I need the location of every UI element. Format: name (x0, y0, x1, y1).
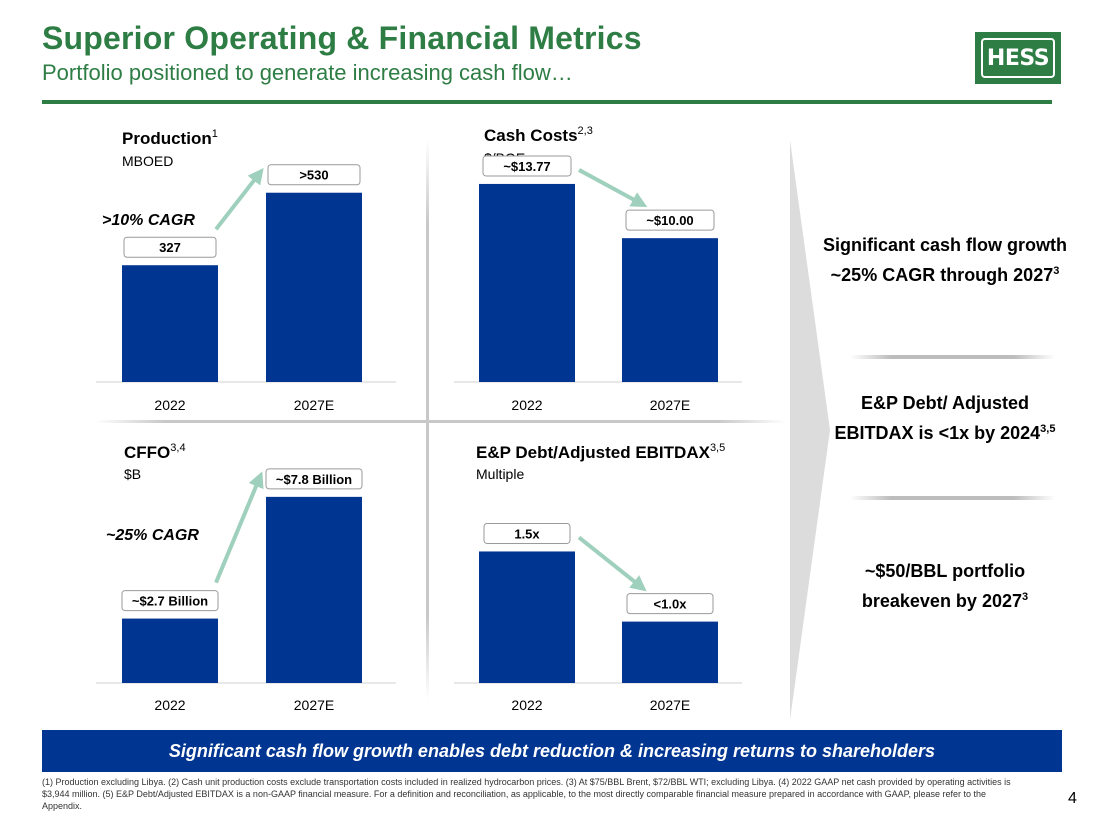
production-bar-2022 (122, 265, 218, 382)
production-value-label-2027E: >530 (299, 168, 328, 183)
debt-category-label-2022: 2022 (511, 697, 542, 713)
right-point-breakeven-text: ~$50/BBL portfolio breakeven by 2027 (861, 561, 1026, 611)
production-category-label-2022: 2022 (154, 397, 185, 413)
cash-costs-category-label-2027E: 2027E (650, 397, 690, 413)
cffo-bar-2027E (266, 496, 362, 683)
debt-chart-unit: Multiple (476, 466, 525, 482)
right-point-cash-flow-footnote: 3 (1053, 265, 1060, 277)
page-title: Superior Operating & Financial Metrics (42, 20, 642, 56)
cffo-category-label-2022: 2022 (154, 697, 185, 713)
debt-value-label-box-2022 (483, 522, 571, 544)
cash-costs-title-text: Cash Costs (484, 126, 578, 145)
production-value-label-2022: 327 (159, 240, 181, 255)
production-title-text: Production (122, 129, 212, 148)
cash-costs-bar-2022 (479, 183, 575, 382)
production-chart-unit: MBOED (122, 153, 174, 169)
chevron-polygon (790, 140, 830, 720)
production-title-footnote: 1 (211, 128, 218, 140)
cffo-title-footnote: 3,4 (170, 442, 186, 454)
page-number: 4 (1068, 790, 1077, 807)
logo-text: HESS (986, 45, 1050, 71)
cffo-title-text: CFFO (124, 443, 171, 462)
cash-costs-value-label-2027E: ~$10.00 (646, 213, 693, 228)
cffo-chart-unit: $B (124, 466, 142, 482)
debt-value-label-2027E: <1.0x (654, 597, 688, 612)
cffo-cagr-annotation: ~25% CAGR (106, 527, 199, 544)
summary-banner: Significant cash flow growth enables deb… (42, 730, 1062, 772)
right-point-debt: E&P Debt/ Adjusted EBITDAX is <1x by 202… (820, 390, 1070, 446)
debt-category-label-2027E: 2027E (650, 697, 690, 713)
production-chart-title: Production1 (122, 128, 218, 149)
right-point-breakeven-footnote: 3 (1022, 591, 1029, 603)
cash-costs-bar-2027E (622, 238, 718, 382)
cffo-trend-arrow (214, 471, 264, 584)
cash-costs-title-footnote: 2,3 (577, 125, 593, 137)
cash-costs-trend-arrow (578, 168, 648, 208)
debt-bar-2022 (479, 551, 575, 683)
header-divider (42, 100, 1052, 104)
debt-title-text: E&P Debt/Adjusted EBITDAX (476, 443, 710, 462)
debt-chart-title: E&P Debt/Adjusted EBITDAX3,5 (476, 442, 725, 463)
right-point-debt-footnote: 3,5 (1040, 423, 1056, 435)
right-point-breakeven: ~$50/BBL portfolio breakeven by 20273 (820, 558, 1070, 614)
logo-border: HESS (981, 38, 1055, 78)
production-cagr-annotation: >10% CAGR (102, 212, 195, 229)
debt-trend-arrow (577, 535, 647, 592)
debt-value-label-2022: 1.5x (514, 526, 540, 541)
right-separator-1 (850, 355, 1055, 359)
page-subtitle: Portfolio positioned to generate increas… (42, 60, 573, 85)
cash-costs-chart-title: Cash Costs2,3 (484, 125, 593, 146)
debt-bar-2027E (622, 621, 718, 683)
hess-logo: HESS (975, 32, 1061, 84)
cffo-chart-title: CFFO3,4 (124, 442, 186, 463)
cffo-value-label-box-2022 (121, 590, 219, 612)
production-value-label-box-2027E (267, 164, 361, 186)
right-point-debt-text: E&P Debt/ Adjusted EBITDAX is <1x by 202… (834, 393, 1041, 443)
production-bar-2027E (266, 192, 362, 382)
debt-value-label-box-2027E (626, 593, 714, 615)
cash-costs-category-label-2022: 2022 (511, 397, 542, 413)
cash-costs-value-label-box-2027E (625, 209, 715, 231)
right-chevron-shape (790, 140, 830, 720)
cash-costs-value-label-box-2022 (482, 155, 572, 177)
production-category-label-2027E: 2027E (294, 397, 334, 413)
cash-costs-value-label-2022: ~$13.77 (503, 159, 550, 174)
cffo-value-label-box-2027E (265, 468, 363, 490)
cffo-category-label-2027E: 2027E (294, 697, 334, 713)
right-point-cash-flow-text: Significant cash flow growth ~25% CAGR t… (822, 235, 1067, 285)
footnotes: (1) Production excluding Libya. (2) Cash… (42, 777, 1011, 811)
debt-title-footnote: 3,5 (709, 442, 726, 454)
cffo-value-label-2027E: ~$7.8 Billion (276, 472, 352, 487)
summary-banner-text: Significant cash flow growth enables deb… (168, 740, 936, 761)
cffo-bar-2022 (122, 618, 218, 683)
right-point-cash-flow: Significant cash flow growth ~25% CAGR t… (820, 232, 1070, 288)
cffo-value-label-2022: ~$2.7 Billion (132, 594, 208, 609)
right-separator-2 (850, 496, 1055, 500)
production-value-label-box-2022 (123, 236, 217, 258)
quadrant-divider-horizontal (96, 420, 786, 423)
production-trend-arrow (214, 167, 264, 231)
